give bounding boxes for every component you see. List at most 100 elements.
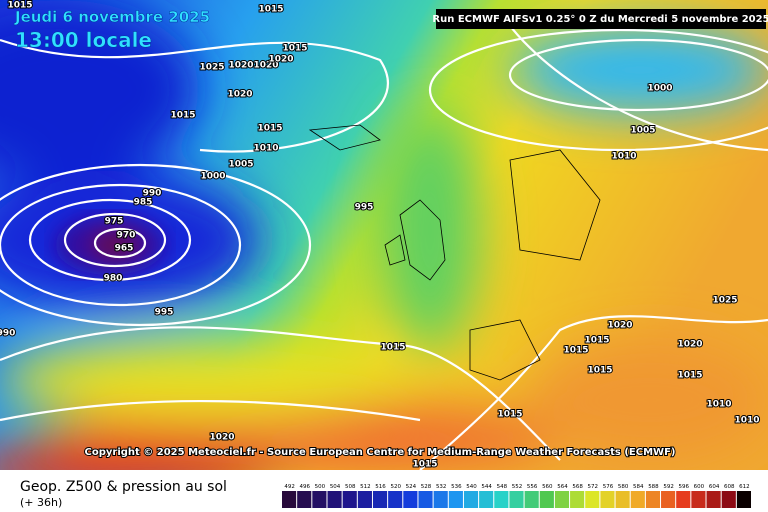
scale-label: 532 xyxy=(436,484,447,490)
scale-swatch xyxy=(630,491,645,508)
scale-swatch xyxy=(388,491,403,508)
isobar-label: 965 xyxy=(115,244,134,254)
isobar-label: 1020 xyxy=(253,61,278,71)
scale-swatch xyxy=(479,491,494,508)
scale-swatch xyxy=(645,491,661,508)
scale-swatch xyxy=(418,491,433,508)
scale-label: 552 xyxy=(512,484,523,490)
scale-label: 604 xyxy=(709,484,720,490)
scale-swatch xyxy=(585,491,600,508)
scale-label: 492 xyxy=(284,484,295,490)
isobar-label: 1010 xyxy=(253,144,278,154)
isobar-label: 1005 xyxy=(630,126,655,136)
scale-label: 592 xyxy=(663,484,674,490)
isobar-label: 1015 xyxy=(497,410,522,420)
isobar-label: 1020 xyxy=(209,433,234,443)
valid-time: 13:00 locale xyxy=(15,28,152,52)
run-box xyxy=(436,9,766,29)
scale-swatch xyxy=(312,491,327,508)
scale-swatch xyxy=(433,491,448,508)
isobar-label: 1015 xyxy=(563,346,588,356)
isobars xyxy=(0,9,768,471)
scale-label: 512 xyxy=(360,484,371,490)
scale-swatch xyxy=(403,491,418,508)
scale-swatch xyxy=(509,491,524,508)
isobar-label: 1020 xyxy=(677,340,702,350)
copyright: Copyright © 2025 Meteociel.fr - Source E… xyxy=(85,447,676,458)
scale-swatch xyxy=(342,491,357,508)
scale-label: 520 xyxy=(390,484,401,490)
scale-swatch xyxy=(600,491,615,508)
scale-swatch xyxy=(327,491,342,508)
footer-title: Geop. Z500 & pression au sol xyxy=(20,479,227,495)
isobar-label: 1005 xyxy=(228,160,253,170)
scale-label: 608 xyxy=(724,484,735,490)
isobar-label: 1015 xyxy=(257,124,282,134)
scale-label: 576 xyxy=(603,484,614,490)
scale-swatch xyxy=(570,491,585,508)
isobar-label: 990 xyxy=(0,329,15,339)
scale-swatch xyxy=(448,491,463,508)
isobar-label: 1015 xyxy=(587,366,612,376)
isobar-label: 980 xyxy=(104,274,123,284)
scale-swatch xyxy=(706,491,721,508)
isobar-label: 1025 xyxy=(712,296,737,306)
scale-swatch xyxy=(736,491,751,508)
scale-swatch xyxy=(282,491,297,508)
isobar-label: 975 xyxy=(105,217,124,227)
isobar-label: 1015 xyxy=(380,343,405,353)
run-info: Run ECMWF AIFSv1 0.25° 0 Z du Mercredi 5… xyxy=(432,14,768,25)
isobar-label: 1010 xyxy=(734,416,759,426)
isobar-label: 1020 xyxy=(607,321,632,331)
scale-label: 584 xyxy=(633,484,644,490)
scale-label: 524 xyxy=(406,484,417,490)
scale-label: 564 xyxy=(557,484,568,490)
scale-label: 540 xyxy=(466,484,477,490)
isobar-label: 1015 xyxy=(412,460,437,470)
scale-label: 496 xyxy=(299,484,310,490)
scale-label: 516 xyxy=(375,484,386,490)
isobar-label: 1000 xyxy=(200,172,225,182)
scale-swatch xyxy=(494,491,509,508)
scale-label: 508 xyxy=(345,484,356,490)
scale-label: 556 xyxy=(527,484,538,490)
isobar-label: 990 xyxy=(143,189,162,199)
isobar-label: 1015 xyxy=(7,1,32,11)
scale-label: 544 xyxy=(481,484,492,490)
scale-label: 596 xyxy=(679,484,690,490)
isobar-label: 1015 xyxy=(170,111,195,121)
scale-label: 572 xyxy=(588,484,599,490)
scale-swatch xyxy=(372,491,388,508)
isobar-label: 1020 xyxy=(268,55,293,65)
isobar-label: 1015 xyxy=(677,371,702,381)
valid-date: Jeudi 6 novembre 2025 xyxy=(14,8,210,26)
scale-swatch xyxy=(524,491,539,508)
isobar-label: 1020 xyxy=(228,61,253,71)
isobar-label: 1015 xyxy=(282,44,307,54)
isobar-label: 970 xyxy=(117,231,136,241)
scale-label: 580 xyxy=(618,484,629,490)
scale-swatch xyxy=(554,491,570,508)
isobar-label: 1010 xyxy=(706,400,731,410)
scale-label: 528 xyxy=(421,484,432,490)
isobar-label: 1010 xyxy=(611,152,636,162)
scale-label: 612 xyxy=(739,484,750,490)
isobar-label: 995 xyxy=(355,203,374,213)
isobar-label: 1025 xyxy=(199,63,224,73)
scale-swatch xyxy=(615,491,630,508)
scale-swatch xyxy=(691,491,706,508)
scale-label: 600 xyxy=(694,484,705,490)
scale-swatch xyxy=(661,491,676,508)
isobar-label: 995 xyxy=(155,308,174,318)
scale-label: 588 xyxy=(648,484,659,490)
scale-swatch xyxy=(539,491,554,508)
isobar-label: 1015 xyxy=(584,336,609,346)
scale-label: 536 xyxy=(451,484,462,490)
isobar-label: 1020 xyxy=(227,90,252,100)
scale-swatch xyxy=(721,491,736,508)
scale-label: 500 xyxy=(315,484,326,490)
scale-label: 568 xyxy=(572,484,583,490)
scale-swatch xyxy=(676,491,691,508)
